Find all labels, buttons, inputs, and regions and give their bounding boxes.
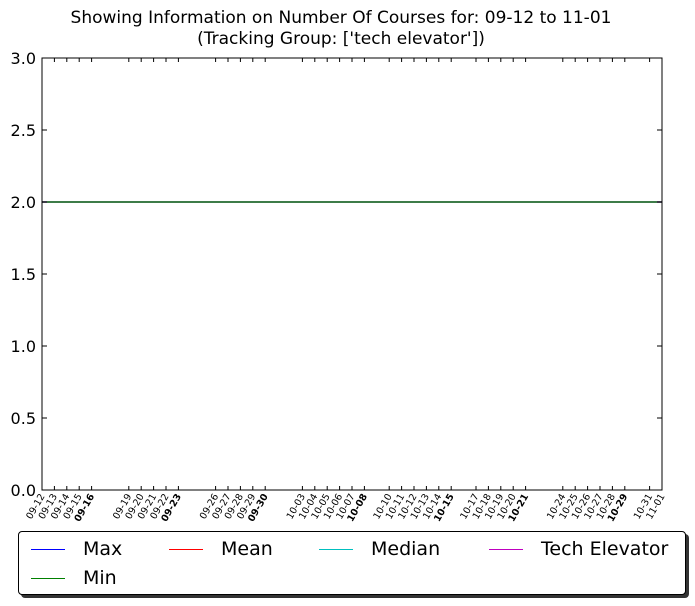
chart-title: Showing Information on Number Of Courses… (70, 8, 612, 28)
legend-item: Max (31, 538, 122, 560)
y-tick-label: 0.0 (11, 481, 36, 500)
plot-frame (41, 57, 663, 491)
legend-swatch (319, 548, 353, 550)
legend-swatch (169, 548, 203, 550)
legend-swatch (31, 577, 65, 579)
y-tick-label: 1.0 (11, 337, 36, 356)
legend-item: Min (31, 567, 117, 589)
legend-label: Tech Elevator (541, 538, 669, 560)
y-tick-label: 1.5 (11, 265, 36, 284)
legend: Max Mean Median Tech Elevator Min (18, 531, 686, 595)
y-tick-label: 2.5 (11, 121, 36, 140)
y-tick-label: 3.0 (11, 49, 36, 68)
chart-subtitle: (Tracking Group: ['tech elevator']) (197, 29, 485, 49)
legend-swatch (31, 548, 65, 550)
y-tick-label: 0.5 (11, 409, 36, 428)
legend-item: Tech Elevator (489, 538, 668, 560)
legend-label: Min (83, 567, 117, 589)
y-tick-label: 2.0 (11, 193, 36, 212)
legend-label: Median (371, 538, 441, 560)
legend-item: Mean (169, 538, 273, 560)
legend-label: Mean (221, 538, 273, 560)
legend-swatch (489, 548, 523, 550)
legend-label: Max (83, 538, 123, 560)
legend-item: Median (319, 538, 440, 560)
plot-area: 0.00.51.01.52.02.53.009-1209-1309-1409-1… (11, 49, 668, 524)
